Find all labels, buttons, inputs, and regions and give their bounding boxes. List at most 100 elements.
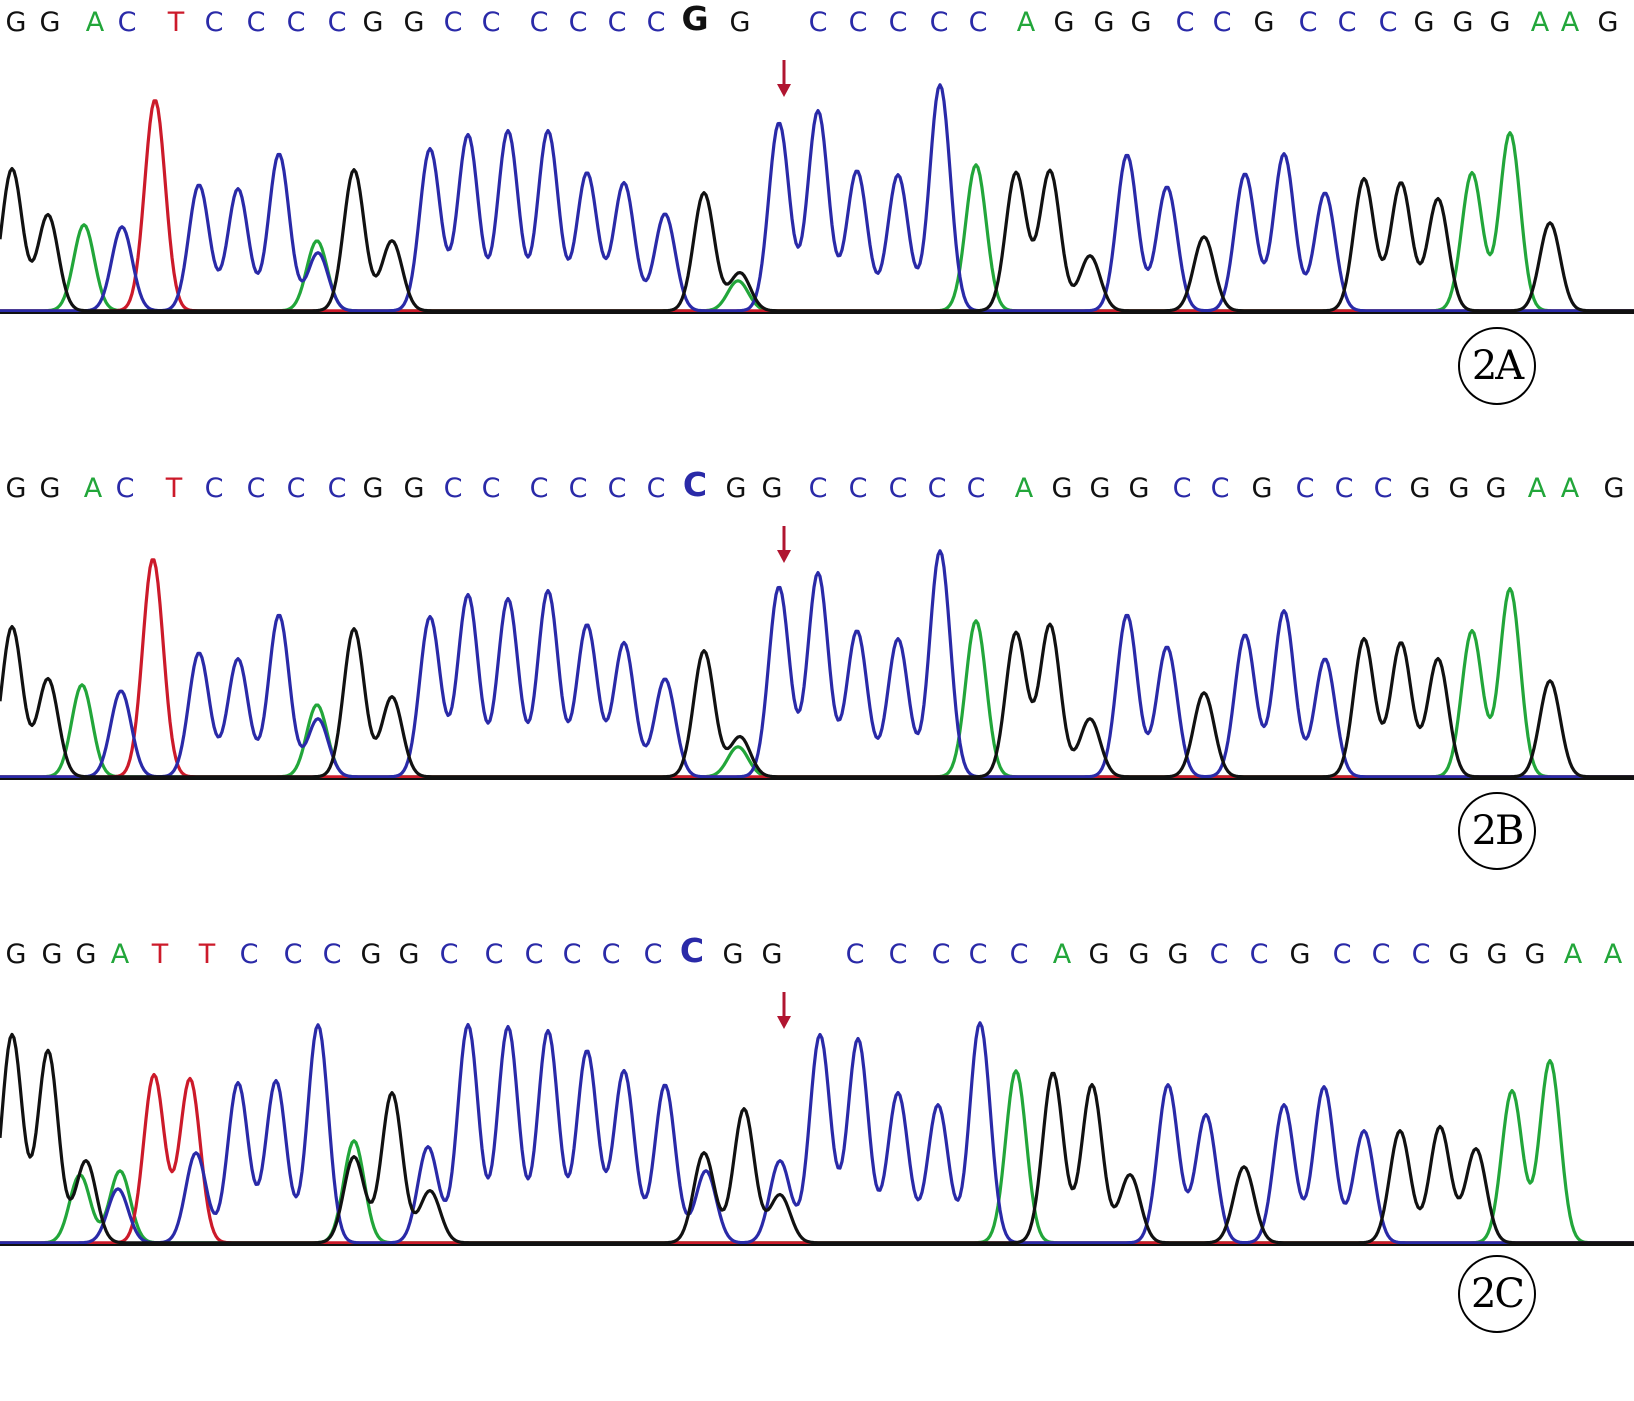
mutation-arrow-head bbox=[777, 550, 791, 563]
base-call: C bbox=[484, 939, 504, 970]
base-call: C bbox=[1332, 939, 1352, 970]
base-call: C bbox=[888, 939, 908, 970]
base-call: C bbox=[931, 939, 951, 970]
base-call: G bbox=[75, 939, 97, 970]
base-call: G bbox=[5, 7, 27, 38]
base-call: C bbox=[607, 7, 627, 38]
base-call: C bbox=[808, 7, 828, 38]
base-call: C bbox=[1249, 939, 1269, 970]
trace-channel-c bbox=[0, 1021, 1634, 1245]
base-call: C bbox=[643, 939, 663, 970]
base-call: A bbox=[110, 939, 130, 970]
base-call: C bbox=[1337, 7, 1357, 38]
base-call: G bbox=[1485, 473, 1507, 504]
base-call: G bbox=[1597, 7, 1619, 38]
base-call: C bbox=[845, 939, 865, 970]
base-call: C bbox=[1212, 7, 1232, 38]
base-call: G bbox=[722, 939, 744, 970]
base-call: G bbox=[39, 7, 61, 38]
base-call: T bbox=[198, 939, 216, 970]
base-call: C bbox=[646, 473, 666, 504]
trace-plot bbox=[0, 60, 1634, 314]
base-call: C bbox=[1373, 473, 1393, 504]
base-call: C bbox=[481, 7, 501, 38]
base-call: G bbox=[1128, 473, 1150, 504]
base-call: A bbox=[1560, 7, 1580, 38]
trace-channel-t bbox=[0, 558, 1634, 779]
highlighted-base: C bbox=[679, 931, 705, 970]
panel-label: 2A bbox=[1458, 327, 1536, 405]
base-call: C bbox=[322, 939, 342, 970]
base-call: C bbox=[204, 7, 224, 38]
base-call: C bbox=[327, 7, 347, 38]
base-call: G bbox=[1289, 939, 1311, 970]
base-call: A bbox=[1527, 473, 1547, 504]
base-call: G bbox=[1167, 939, 1189, 970]
base-call: G bbox=[403, 7, 425, 38]
base-call: G bbox=[362, 7, 384, 38]
trace-channel-t bbox=[0, 1072, 1634, 1245]
base-call: C bbox=[1009, 939, 1029, 970]
base-call: C bbox=[568, 473, 588, 504]
base-call: G bbox=[1603, 473, 1625, 504]
trace-plot bbox=[0, 992, 1634, 1246]
base-call: C bbox=[481, 473, 501, 504]
base-call: G bbox=[1448, 473, 1470, 504]
base-call: C bbox=[568, 7, 588, 38]
base-call: C bbox=[239, 939, 259, 970]
base-call: G bbox=[1489, 7, 1511, 38]
panel-label: 2B bbox=[1458, 792, 1536, 870]
base-call: G bbox=[1253, 7, 1275, 38]
base-call: T bbox=[151, 939, 169, 970]
base-call: C bbox=[607, 473, 627, 504]
base-call: C bbox=[246, 473, 266, 504]
base-call: G bbox=[761, 939, 783, 970]
base-call: G bbox=[41, 939, 63, 970]
base-call: C bbox=[529, 7, 549, 38]
base-call: G bbox=[1251, 473, 1273, 504]
base-call: C bbox=[1334, 473, 1354, 504]
base-call: C bbox=[1209, 939, 1229, 970]
mutation-arrow-head bbox=[777, 84, 791, 97]
base-call: C bbox=[1378, 7, 1398, 38]
base-call: C bbox=[1172, 473, 1192, 504]
base-call: G bbox=[725, 473, 747, 504]
base-call: A bbox=[1014, 473, 1034, 504]
base-call: G bbox=[1524, 939, 1546, 970]
base-call: C bbox=[888, 473, 908, 504]
trace-channel-c bbox=[0, 549, 1634, 779]
base-call: C bbox=[439, 939, 459, 970]
base-call: G bbox=[1128, 939, 1150, 970]
base-call: C bbox=[286, 7, 306, 38]
base-call: G bbox=[1486, 939, 1508, 970]
base-call: A bbox=[1560, 473, 1580, 504]
base-call: G bbox=[5, 473, 27, 504]
base-call: C bbox=[808, 473, 828, 504]
base-call: C bbox=[929, 7, 949, 38]
base-call: A bbox=[85, 7, 105, 38]
base-call: A bbox=[1052, 939, 1072, 970]
base-call: C bbox=[1175, 7, 1195, 38]
base-call: G bbox=[39, 473, 61, 504]
panel-label: 2C bbox=[1458, 1255, 1536, 1333]
base-call: C bbox=[968, 7, 988, 38]
base-call: C bbox=[115, 473, 135, 504]
base-call: C bbox=[562, 939, 582, 970]
base-call: G bbox=[1051, 473, 1073, 504]
base-call: C bbox=[601, 939, 621, 970]
trace-channel-c bbox=[0, 83, 1634, 313]
base-call: G bbox=[1130, 7, 1152, 38]
base-call: G bbox=[403, 473, 425, 504]
base-call: G bbox=[1409, 473, 1431, 504]
highlighted-base: G bbox=[681, 0, 709, 38]
base-call: C bbox=[1371, 939, 1391, 970]
base-call: C bbox=[443, 473, 463, 504]
base-call: G bbox=[729, 7, 751, 38]
trace-channel-g bbox=[0, 1032, 1634, 1245]
base-call: G bbox=[398, 939, 420, 970]
